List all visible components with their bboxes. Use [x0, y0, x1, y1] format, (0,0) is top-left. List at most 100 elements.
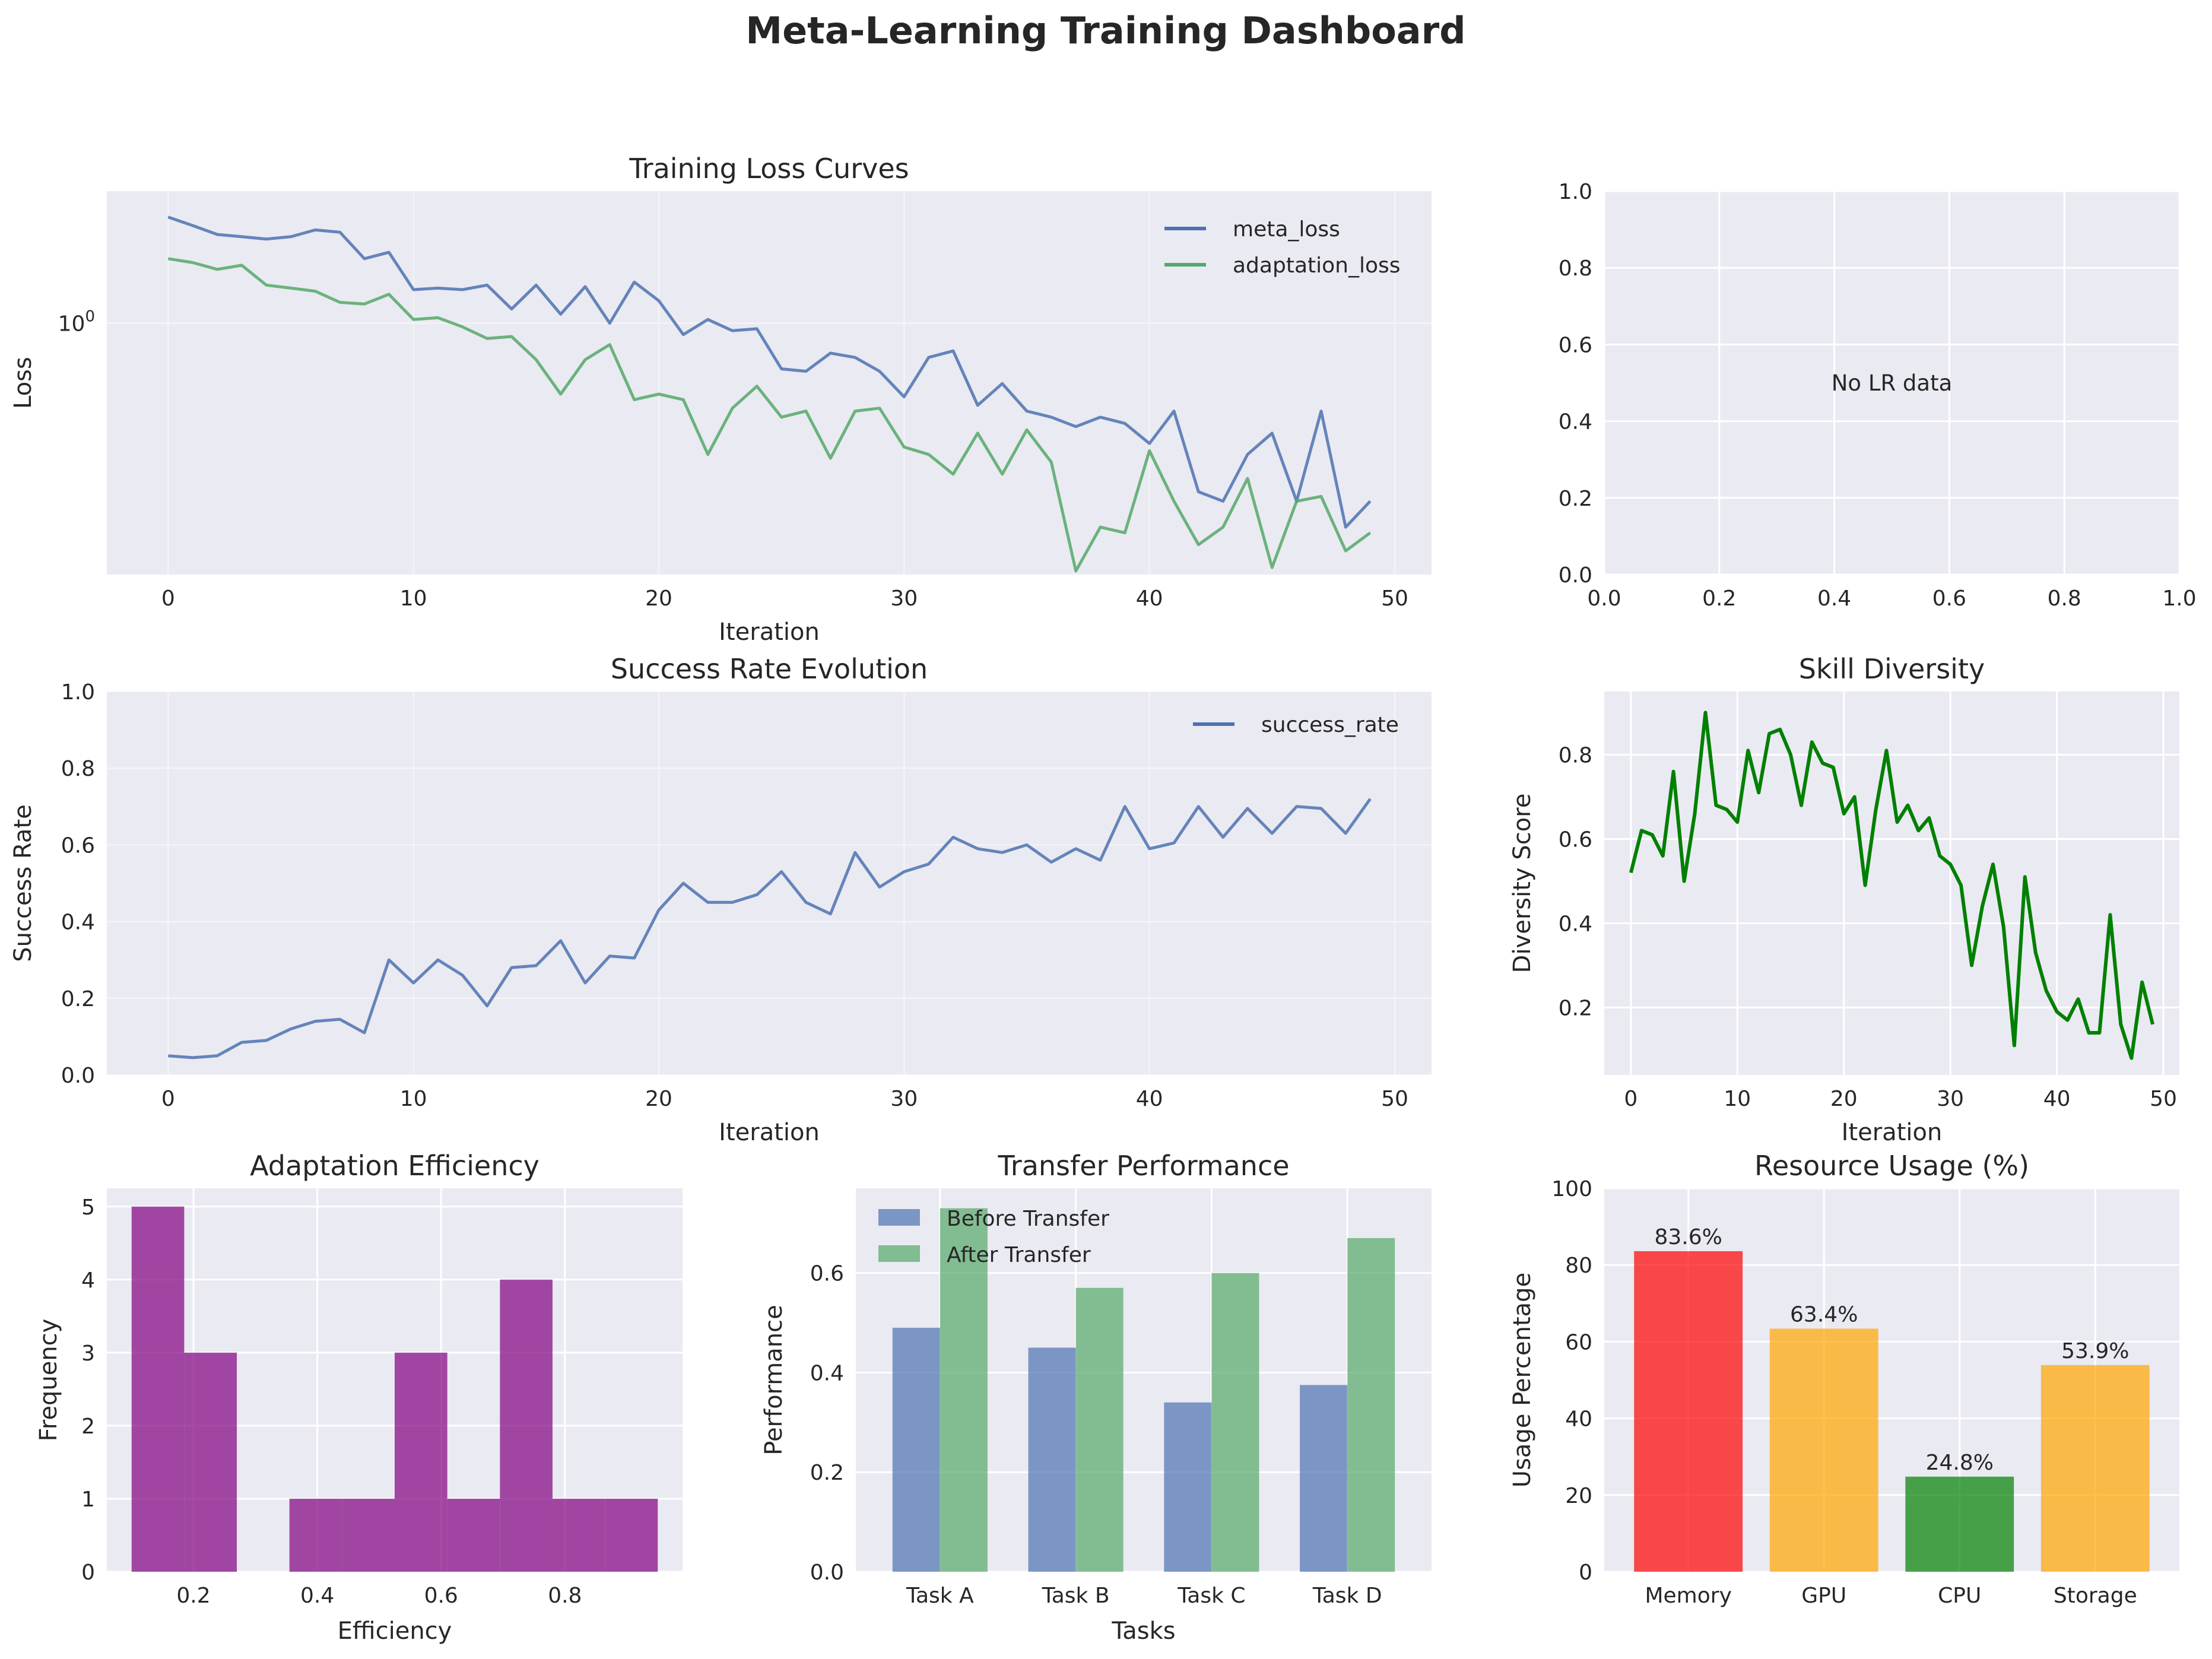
histogram-bar	[131, 1206, 185, 1572]
chart-title: Training Loss Curves	[629, 153, 909, 185]
x-tick-label: 50	[1381, 586, 1408, 611]
x-axis-label: Iteration	[719, 618, 820, 646]
y-tick-label: 0.8	[1559, 256, 1592, 281]
chart-title: Transfer Performance	[997, 1150, 1289, 1182]
chart-title: Success Rate Evolution	[611, 653, 928, 685]
y-tick-label: 0.6	[61, 833, 95, 858]
legend-label: adaptation_loss	[1233, 253, 1401, 278]
x-axis-label: Tasks	[1111, 1617, 1175, 1645]
y-tick-label: 100	[58, 307, 95, 336]
y-tick-label: 0.6	[810, 1262, 844, 1286]
bar-before-transfer	[1028, 1347, 1076, 1572]
x-tick-label: 0.4	[300, 1584, 334, 1608]
x-tick-label: 40	[1136, 1087, 1163, 1111]
x-tick-label: 10	[1724, 1087, 1751, 1111]
y-tick-label: 5	[81, 1195, 95, 1220]
y-tick-label: 0.2	[1559, 996, 1592, 1020]
histogram-bar	[184, 1352, 237, 1572]
histogram-bar	[552, 1498, 605, 1572]
x-tick-label: Memory	[1645, 1584, 1731, 1608]
y-tick-label: 0.8	[1559, 743, 1592, 767]
x-tick-label: Task C	[1177, 1584, 1245, 1608]
no-data-annotation: No LR data	[1832, 370, 1953, 396]
x-tick-label: Storage	[2054, 1584, 2137, 1608]
x-tick-label: 0.2	[1702, 586, 1736, 611]
series-line-meta-loss	[167, 215, 1372, 529]
x-tick-label: 0	[1624, 1087, 1637, 1111]
y-tick-label: 60	[1565, 1330, 1592, 1355]
x-tick-label: Task D	[1312, 1584, 1382, 1608]
histogram-bar	[342, 1498, 395, 1572]
bar-value-label: 53.9%	[2061, 1339, 2129, 1363]
x-tick-label: 40	[2043, 1087, 2071, 1111]
transfer-performance-chart: Task A Task B Task C Task D 0.0 0.2 0.4 0.6 Tran…	[760, 1150, 1432, 1645]
y-tick-label: 0.0	[1559, 563, 1592, 588]
x-tick-label: 50	[1381, 1087, 1408, 1111]
legend-label: Before Transfer	[947, 1207, 1109, 1231]
y-tick-label: 0.4	[1559, 410, 1592, 434]
y-tick-label: 0.4	[1559, 912, 1592, 936]
loss-chart: 0 10 20 30 40 50 100 Training Loss Curves Iterat…	[9, 153, 1432, 646]
x-tick-label: 0.6	[424, 1584, 458, 1608]
bar-after-transfer	[940, 1208, 988, 1572]
y-tick-label: 2	[81, 1414, 95, 1439]
x-axis-label: Efficiency	[338, 1617, 452, 1645]
legend-swatch	[878, 1209, 920, 1226]
x-tick-label: GPU	[1801, 1584, 1846, 1608]
bar-before-transfer	[1300, 1385, 1348, 1572]
x-tick-label: 20	[645, 1087, 672, 1111]
histogram-bar	[289, 1498, 342, 1572]
histogram-bar	[395, 1352, 448, 1572]
resource-usage-chart: 83.6% 63.4% 24.8% 53.9% Memory GPU CPU Storage 0…	[1509, 1150, 2179, 1608]
x-tick-label: 10	[400, 586, 427, 611]
x-tick-label: 1.0	[2162, 586, 2196, 611]
x-tick-label: 40	[1136, 586, 1163, 611]
y-axis-label: Performance	[760, 1305, 788, 1455]
x-tick-label: 0	[161, 586, 175, 611]
x-tick-label: 50	[2150, 1087, 2177, 1111]
x-tick-label: 0.2	[176, 1584, 210, 1608]
y-tick-label: 1.0	[1559, 180, 1592, 204]
y-tick-label: 0.6	[1559, 333, 1592, 357]
series-line-adaptation-loss	[167, 257, 1372, 573]
y-tick-label: 3	[81, 1341, 95, 1366]
resource-bar-cpu	[1905, 1476, 2014, 1572]
y-axis-label: Loss	[9, 357, 37, 409]
y-axis-label: Usage Percentage	[1509, 1273, 1536, 1487]
y-tick-label: 1	[81, 1487, 95, 1512]
x-tick-label: 30	[890, 586, 918, 611]
y-tick-label: 80	[1565, 1254, 1592, 1278]
x-tick-label: Task A	[906, 1584, 974, 1608]
y-tick-label: 0	[1579, 1560, 1592, 1585]
diversity-line	[1629, 710, 2155, 1060]
y-tick-label: 0	[81, 1560, 95, 1585]
bar-value-label: 63.4%	[1790, 1302, 1858, 1327]
y-tick-label: 20	[1565, 1484, 1592, 1508]
y-tick-label: 0.6	[1559, 827, 1592, 852]
x-tick-label: 30	[890, 1087, 918, 1111]
histogram-bar	[500, 1279, 553, 1572]
legend-label: success_rate	[1261, 713, 1399, 737]
y-axis-label: Frequency	[35, 1319, 62, 1442]
y-tick-label: 0.0	[61, 1064, 95, 1088]
chart-title: Resource Usage (%)	[1754, 1150, 2029, 1182]
y-tick-label: 40	[1565, 1407, 1592, 1432]
success-rate-chart: 0 10 20 30 40 50 0.0 0.2 0.4 0.6 0.8 1.0 Success Rat…	[9, 653, 1432, 1146]
y-tick-label: 0.2	[810, 1461, 844, 1485]
chart-title: Adaptation Efficiency	[250, 1150, 539, 1182]
bar-before-transfer	[1164, 1402, 1212, 1572]
bar-after-transfer	[1075, 1287, 1124, 1572]
x-tick-label: 0.8	[548, 1584, 582, 1608]
skill-diversity-chart: 0 10 20 30 40 50 0.2 0.4 0.6 0.8 Skill Diversity It…	[1509, 653, 2179, 1146]
x-axis-label: Iteration	[1842, 1119, 1943, 1146]
y-tick-label: 1.0	[61, 680, 95, 705]
x-tick-label: CPU	[1938, 1584, 1981, 1608]
legend-label: After Transfer	[947, 1243, 1091, 1267]
x-tick-label: 20	[1830, 1087, 1858, 1111]
plot-area	[1604, 691, 2179, 1075]
y-tick-label: 0.8	[61, 757, 95, 781]
x-axis-label: Iteration	[719, 1119, 820, 1146]
y-tick-label: 0.0	[810, 1560, 844, 1585]
series-line-success-rate	[168, 798, 1372, 1060]
resource-bar-gpu	[1769, 1328, 1878, 1572]
